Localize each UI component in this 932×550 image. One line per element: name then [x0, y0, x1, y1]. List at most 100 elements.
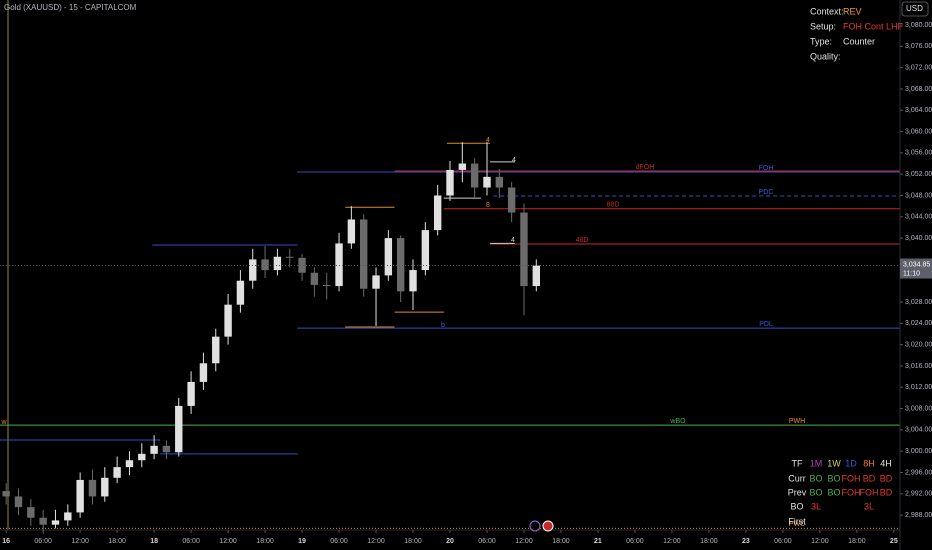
marker-label: 4	[486, 137, 490, 144]
candle-body	[396, 238, 405, 292]
x-tick-label: 18:00	[848, 538, 866, 545]
y-tick-label: 2,992.00	[905, 491, 932, 498]
level-label: PDL	[759, 321, 773, 328]
y-tick-label: 2,996.00	[905, 469, 932, 476]
candle-body	[51, 520, 60, 525]
x-tick-label: 23	[742, 538, 750, 545]
candle-body	[224, 304, 232, 337]
y-tick-label: 3,016.00	[905, 363, 932, 370]
x-tick-label: 06:00	[34, 538, 52, 545]
candle-body	[483, 176, 491, 188]
y-tick-label: 3,020.00	[905, 341, 932, 348]
candle-body	[286, 256, 294, 258]
candle-body	[187, 381, 195, 406]
candle-body	[347, 219, 356, 244]
level-label: wBO	[669, 418, 686, 425]
candle-body	[236, 280, 245, 305]
marker-label: w	[0, 419, 7, 426]
candle-body	[76, 479, 84, 513]
event-icon[interactable]	[529, 520, 541, 532]
candle-body	[27, 507, 35, 518]
y-tick-label: 3,060.00	[905, 128, 932, 135]
countdown-label: 11:10	[903, 270, 920, 277]
axes: 3,080.00 3,076.00 3,072.00 3,068.00 3,064.00…	[2, 22, 932, 545]
y-tick-label: 3,068.00	[905, 86, 932, 93]
x-tick-label: 16	[2, 538, 10, 545]
level-label: PDC	[759, 189, 774, 196]
info-key: Type:	[810, 36, 832, 46]
x-tick-label: 25	[890, 538, 898, 545]
y-tick-label: 3,048.00	[905, 192, 932, 199]
x-tick-label: 06:00	[182, 538, 200, 545]
candle-body	[101, 477, 109, 497]
candle-body	[125, 460, 134, 468]
level-label: dFOH	[636, 164, 655, 171]
y-tick-label: 3,080.00	[905, 22, 932, 29]
level-label: FOH	[759, 165, 774, 172]
x-tick-label: 12:00	[219, 538, 237, 545]
candle-body	[261, 259, 269, 271]
y-tick-label: 2,988.00	[905, 512, 932, 519]
info-key: Setup:	[810, 21, 836, 31]
table-cell: BO	[790, 501, 803, 511]
currency-label[interactable]: USD	[906, 4, 923, 13]
level-label: 88D	[607, 202, 620, 209]
x-tick-label: 12:00	[811, 538, 829, 545]
y-tick-label: 3,024.00	[905, 320, 932, 327]
candle-body	[64, 512, 72, 521]
table-cell: BO	[827, 473, 840, 483]
candle-body	[273, 256, 282, 271]
currency-button[interactable]	[901, 1, 929, 17]
y-tick-label: 3,040.00	[905, 235, 932, 242]
x-tick-label: 18:00	[700, 538, 718, 545]
flag-icon[interactable]	[542, 520, 554, 532]
level-label: 48D	[576, 237, 589, 244]
candle-body	[507, 187, 516, 213]
info-value: FOH Cont LHF	[843, 21, 904, 31]
x-tick-label: 06:00	[478, 538, 496, 545]
candle-body	[298, 257, 306, 273]
candle-body	[39, 517, 47, 525]
x-tick-label: 18:00	[108, 538, 126, 545]
table-cell: TF	[792, 458, 803, 468]
candle-body	[2, 491, 10, 497]
table-cell: 1M	[810, 458, 823, 468]
table-cell: 3L	[864, 501, 874, 511]
candle-body	[162, 445, 171, 453]
y-tick-label: 3,072.00	[905, 64, 932, 71]
candle-body	[520, 212, 528, 287]
info-key: Context:	[810, 6, 844, 16]
y-tick-label: 3,076.00	[905, 43, 932, 50]
table-cell: BD	[880, 487, 893, 497]
marker-label: 8	[486, 202, 490, 209]
y-tick-label: 3,000.00	[905, 448, 932, 455]
candle-body	[323, 284, 331, 287]
table-cell: 1W	[827, 458, 841, 468]
info-value: Counter	[843, 36, 875, 46]
y-tick-label: 3,012.00	[905, 384, 932, 391]
x-tick-label: 12:00	[663, 538, 681, 545]
x-tick-label: 06:00	[330, 538, 348, 545]
table-cell: BD	[863, 473, 876, 483]
x-tick-label: 18:00	[256, 538, 274, 545]
last-price-box	[900, 258, 932, 279]
marker-label: 4	[512, 157, 516, 164]
y-tick-label: 3,008.00	[905, 405, 932, 412]
plot-area: FOH dFOH PDC 88D 48D PDL wBO PWH PWC 4 4 4 8 b w	[0, 137, 900, 534]
x-tick-label: 21	[594, 538, 602, 545]
candle-body	[138, 453, 146, 461]
marker-label: 4	[511, 237, 515, 244]
symbol-title: Gold (XAUUSD) - 15 - CAPITALCOM	[4, 3, 137, 12]
candle-body	[433, 195, 442, 231]
candle-body	[335, 243, 343, 287]
candle-body	[495, 176, 504, 188]
y-tick-label: 3,004.00	[905, 427, 932, 434]
candle-body	[532, 265, 540, 287]
candle-body	[150, 445, 158, 454]
candle-body	[249, 259, 257, 281]
table-cell: 4H	[880, 458, 892, 468]
info-value: REV	[843, 6, 862, 16]
table-cell: FOH	[842, 487, 861, 497]
